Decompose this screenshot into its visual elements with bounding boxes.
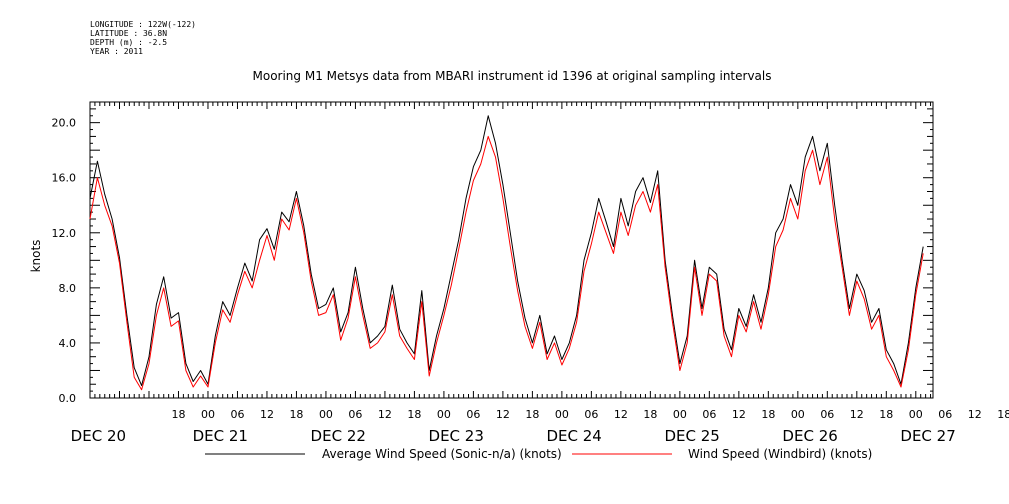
x-tick-label: 12 xyxy=(850,408,864,421)
day-labels: DEC 20 DEC 21 DEC 22 DEC 23 DEC 24 DEC 25 DEC … xyxy=(71,427,956,445)
x-tick-label: 00 xyxy=(201,408,215,421)
longitude-label: LONGITUDE : 122W(-122) xyxy=(90,20,196,29)
day-label: DEC 21 xyxy=(193,427,248,445)
x-tick-labels: 18 00 06 12 18 00 06 12 18 00 06 12 18 00 06 12 18 00 06 12… xyxy=(171,408,1009,421)
x-tick-label: 18 xyxy=(879,408,893,421)
x-tick-label: 12 xyxy=(968,408,982,421)
day-label: DEC 20 xyxy=(71,427,126,445)
series-line-average-wind-speed xyxy=(89,115,924,387)
x-tick-label: 00 xyxy=(791,408,805,421)
day-label: DEC 25 xyxy=(664,427,719,445)
x-tick-label: 18 xyxy=(171,408,185,421)
x-tick-label: 06 xyxy=(466,408,480,421)
y-tick-label: 0.0 xyxy=(59,392,77,405)
legend-label-average: Average Wind Speed (Sonic-n/a) (knots) xyxy=(322,447,562,461)
day-label: DEC 26 xyxy=(782,427,837,445)
series-lines xyxy=(89,115,924,391)
x-tick-label: 18 xyxy=(997,408,1009,421)
x-tick-label: 06 xyxy=(230,408,244,421)
x-tick-label: 12 xyxy=(614,408,628,421)
x-tick-label: 06 xyxy=(938,408,952,421)
x-tick-label: 12 xyxy=(496,408,510,421)
x-tick-label: 06 xyxy=(702,408,716,421)
x-tick-label: 06 xyxy=(820,408,834,421)
series-line-windbird-wind-speed xyxy=(89,135,924,391)
year-label: YEAR : 2011 xyxy=(90,47,143,56)
day-label: DEC 27 xyxy=(900,427,955,445)
x-tick-label: 12 xyxy=(378,408,392,421)
y-tick-labels: 0.0 4.0 8.0 12.0 16.0 20.0 xyxy=(52,117,77,405)
x-tick-label: 06 xyxy=(584,408,598,421)
y-tick-label: 4.0 xyxy=(59,337,77,350)
depth-label: DEPTH (m) : -2.5 xyxy=(90,38,168,47)
day-label: DEC 22 xyxy=(311,427,366,445)
y-tick-label: 16.0 xyxy=(52,172,77,185)
day-label: DEC 24 xyxy=(546,427,601,445)
latitude-label: LATITUDE : 36.8N xyxy=(90,29,168,38)
x-tick-label: 18 xyxy=(643,408,657,421)
x-tick-label: 00 xyxy=(555,408,569,421)
chart-title: Mooring M1 Metsys data from MBARI instru… xyxy=(253,69,772,83)
x-tick-label: 12 xyxy=(260,408,274,421)
x-tick-label: 18 xyxy=(289,408,303,421)
metadata-block: LONGITUDE : 122W(-122) LATITUDE : 36.8N … xyxy=(90,20,196,56)
x-tick-label: 00 xyxy=(673,408,687,421)
day-label: DEC 23 xyxy=(429,427,484,445)
x-tick-label: 00 xyxy=(319,408,333,421)
legend-label-windbird: Wind Speed (Windbird) (knots) xyxy=(688,447,872,461)
x-tick-label: 18 xyxy=(407,408,421,421)
y-tick-label: 8.0 xyxy=(59,282,77,295)
x-tick-label: 18 xyxy=(761,408,775,421)
plot-frame xyxy=(89,101,934,399)
y-tick-label: 12.0 xyxy=(52,227,77,240)
axis-ticks xyxy=(89,101,933,399)
x-tick-label: 00 xyxy=(909,408,923,421)
x-tick-label: 00 xyxy=(437,408,451,421)
legend: Average Wind Speed (Sonic-n/a) (knots) W… xyxy=(205,447,872,461)
y-tick-label: 20.0 xyxy=(52,117,77,130)
x-tick-label: 18 xyxy=(525,408,539,421)
x-tick-label: 06 xyxy=(348,408,362,421)
x-tick-label: 12 xyxy=(732,408,746,421)
y-axis-label: knots xyxy=(29,240,43,273)
